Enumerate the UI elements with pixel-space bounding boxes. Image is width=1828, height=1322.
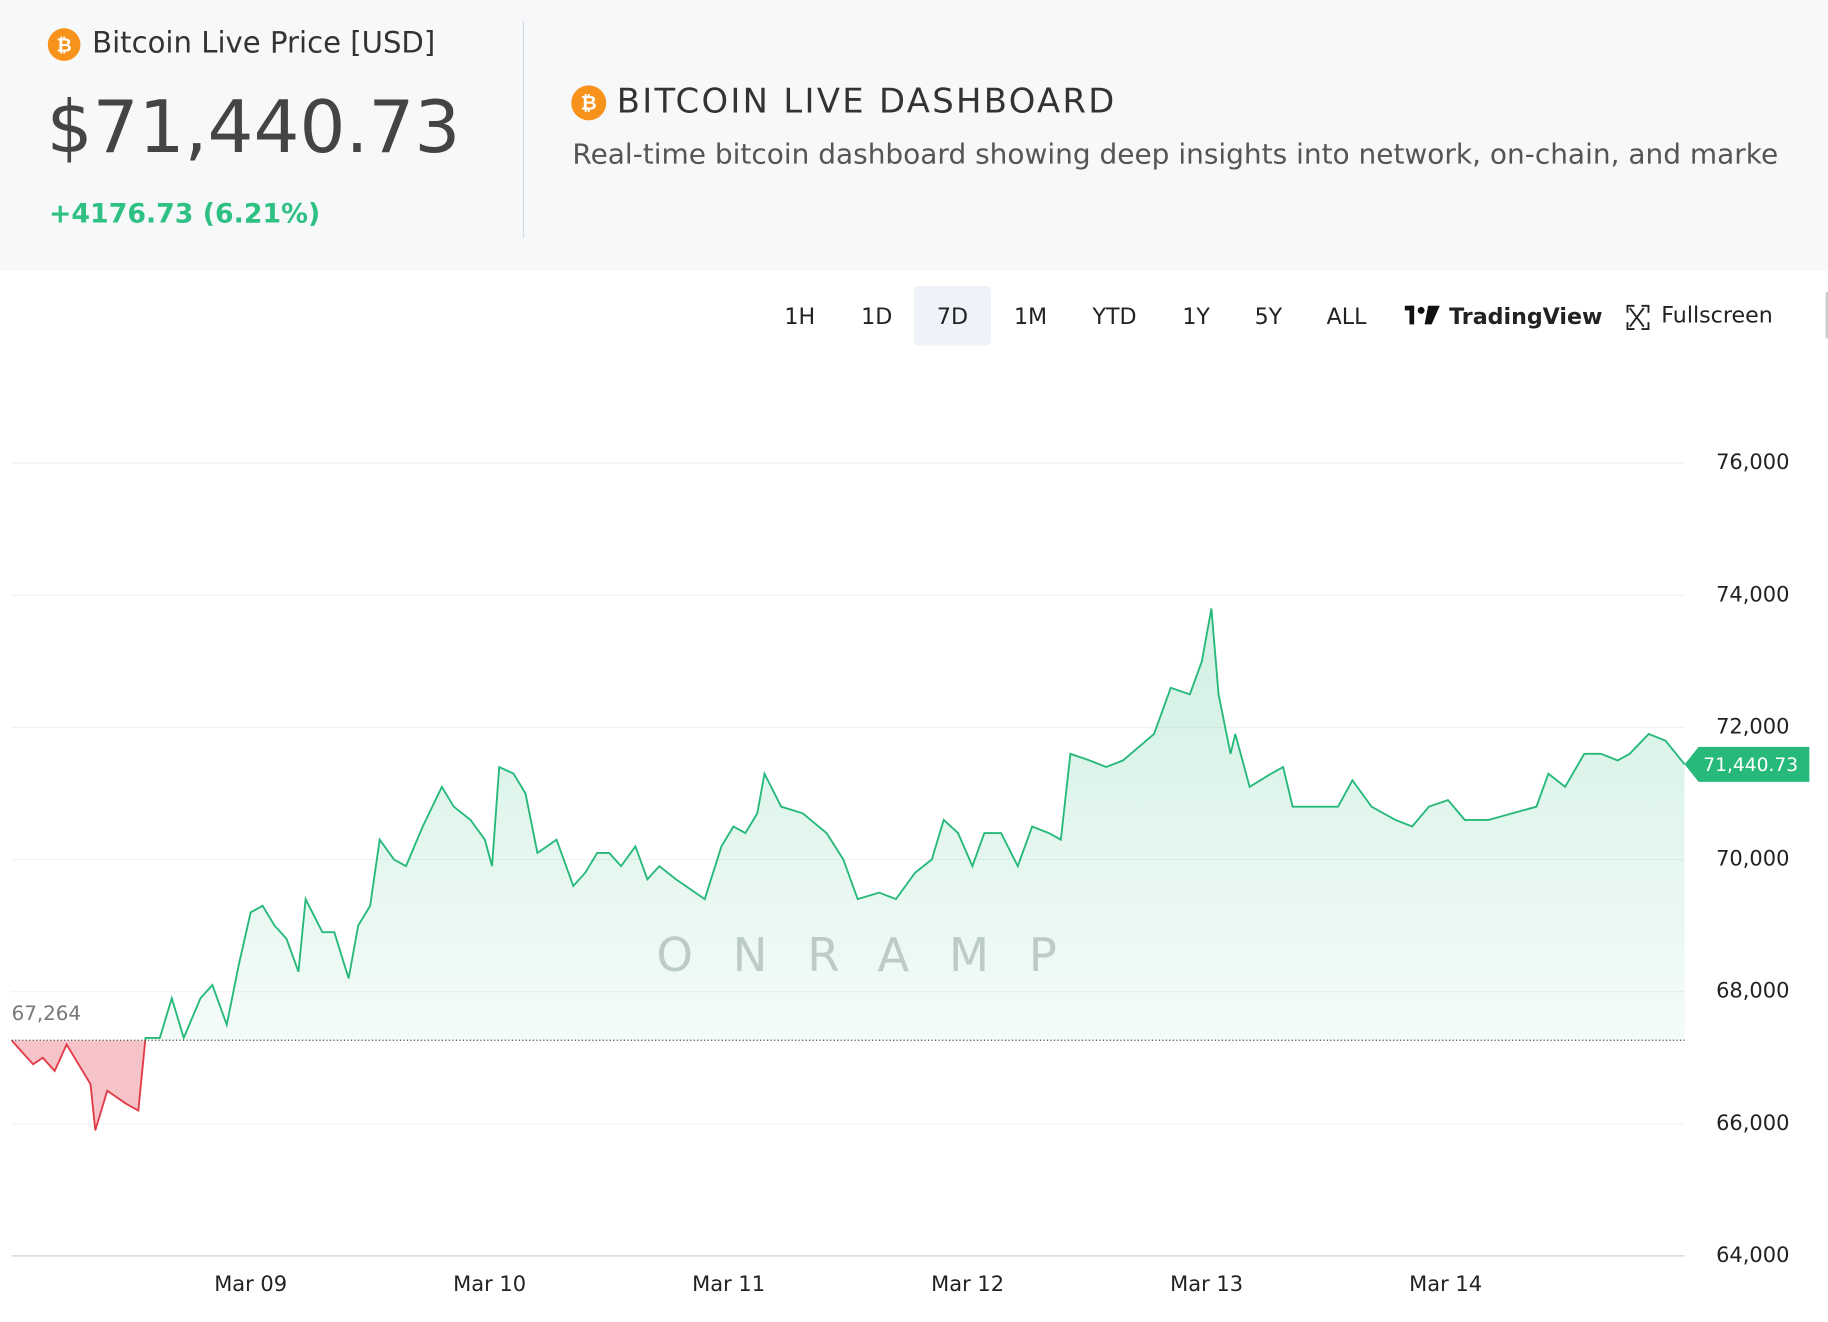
price-line [10, 608, 1686, 1131]
price: $71,440.73 [47, 86, 461, 170]
range-button[interactable]: 1H [784, 304, 815, 330]
y-tick-label: 68,000 [1716, 979, 1789, 1003]
range-button[interactable]: 1M [1014, 304, 1047, 330]
x-tick-label: Mar 13 [1170, 1272, 1243, 1296]
x-tick-label: Mar 09 [214, 1272, 287, 1296]
btc-icon [47, 28, 81, 61]
tv-logo [1424, 305, 1440, 325]
tv-logo [1417, 306, 1425, 314]
tv-logo [1409, 305, 1415, 325]
range-button[interactable]: 7D [937, 304, 968, 330]
range-button[interactable]: 1D [861, 304, 892, 330]
coin-label: Bitcoin Live Price [USD] [92, 26, 435, 60]
y-tick-label: 74,000 [1716, 582, 1789, 606]
y-tick-label: 70,000 [1716, 847, 1789, 871]
fullscreen-icon [1626, 304, 1650, 331]
x-tick-label: Mar 10 [453, 1272, 526, 1296]
header-bg [0, 0, 1828, 271]
y-tick-label: 64,000 [1716, 1243, 1789, 1267]
tradingview-link[interactable]: TradingView [1449, 304, 1602, 330]
last-price-label: 71,440.73 [1703, 755, 1798, 776]
btc-symbol: ₿ [581, 92, 597, 115]
toolbar: TradingView Fullscreen [1404, 303, 1773, 331]
edge [1825, 291, 1828, 339]
price-change: +4176.73 (6.21%) [49, 198, 320, 229]
range-button[interactable]: 1Y [1182, 304, 1210, 330]
range-button[interactable]: YTD [1091, 304, 1136, 330]
active-range-bg [914, 285, 991, 346]
price-area [11, 608, 1685, 1131]
baseline-label: 67,264 [12, 1002, 81, 1025]
y-tick-label: 66,000 [1716, 1111, 1789, 1135]
btc-icon [571, 85, 607, 121]
y-tick-label: 76,000 [1716, 450, 1789, 474]
last-price-tag [1684, 746, 1810, 782]
dashboard-title: BITCOIN LIVE DASHBOARD [617, 81, 1117, 120]
btc-symbol: ₿ [57, 35, 72, 56]
x-tick-label: Mar 14 [1409, 1272, 1482, 1296]
x-tick-label: Mar 11 [692, 1272, 765, 1296]
y-tick-label: 72,000 [1716, 714, 1789, 738]
range-button[interactable]: ALL [1327, 304, 1367, 330]
x-tick-label: Mar 12 [931, 1272, 1004, 1296]
fullscreen-button[interactable]: Fullscreen [1661, 303, 1772, 329]
dashboard-description: Real-time bitcoin dashboard showing deep… [572, 137, 1778, 170]
range-button[interactable]: 5Y [1255, 304, 1283, 330]
